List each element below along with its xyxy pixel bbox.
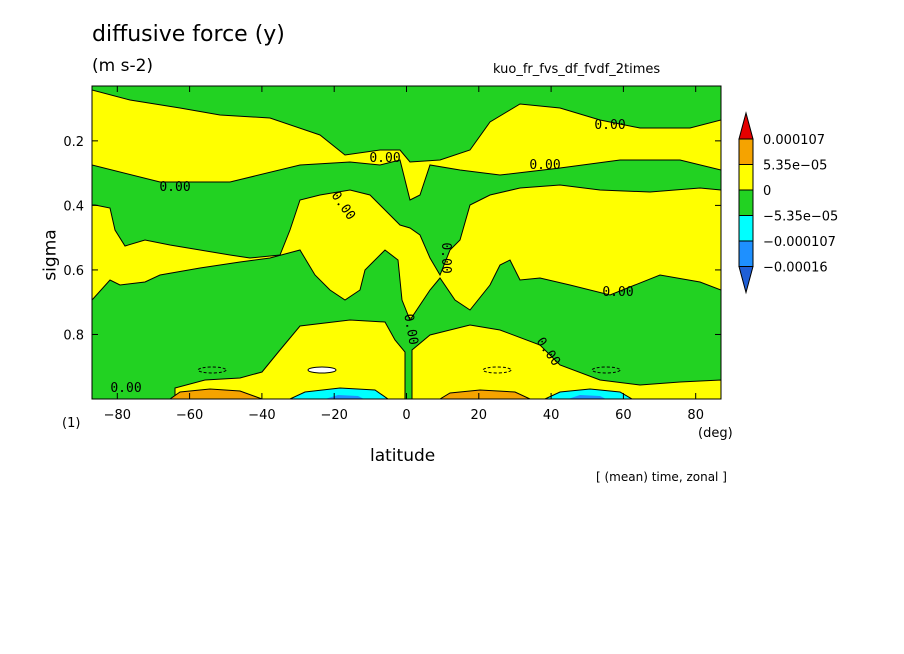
region-negative-lower <box>92 249 721 399</box>
colorbar-label: 0.000107 <box>763 133 825 148</box>
colorbar-label: −5.35e−05 <box>763 210 838 225</box>
x-tick-label: −60 <box>176 408 203 423</box>
y-tick-label: 0.4 <box>63 199 84 214</box>
colorbar-swatch <box>738 215 754 242</box>
colorbar-swatch <box>738 111 754 140</box>
chart-units: (m s-2) <box>92 56 154 76</box>
colorbar-swatch <box>738 240 754 267</box>
eddy-nh <box>482 366 512 374</box>
y-tick-label: 0.6 <box>63 264 84 279</box>
region-negative-middle <box>92 159 721 277</box>
region-high-positive-nh <box>439 389 531 399</box>
y-tick-label: 0.2 <box>63 135 84 150</box>
eddy-eq <box>307 366 337 374</box>
contour-label: 0.00 <box>110 381 141 396</box>
region-lowest-negative-sh <box>325 395 364 399</box>
x-axis-unit: (deg) <box>698 426 733 441</box>
contour-label: 0.00 <box>529 158 560 173</box>
colorbar-swatch <box>738 266 754 295</box>
y-axis-unit: (1) <box>62 416 81 431</box>
eddy-nh2 <box>591 366 621 374</box>
colorbar-label: 0 <box>763 184 771 199</box>
region-lowest-negative-nh <box>568 395 606 399</box>
run-name: kuo_fr_fvs_df_fvdf_2times <box>493 62 661 77</box>
x-tick-label: 80 <box>687 408 704 423</box>
region-high-positive-sh <box>169 388 263 399</box>
x-tick-label: 0 <box>402 408 410 423</box>
x-tick-label: 60 <box>615 408 632 423</box>
colorbar-label: 5.35e−05 <box>763 159 827 174</box>
colorbar-swatch <box>738 189 754 216</box>
y-tick-label: 0.8 <box>63 328 84 343</box>
contour-label: 0.00 <box>159 180 190 195</box>
region-low-negative-nh <box>544 388 633 399</box>
contour-label: 0.00 <box>369 151 400 166</box>
region-positive-lower-left <box>174 319 406 399</box>
contour-label: 0.00 <box>400 313 420 346</box>
colorbar-label: −0.00016 <box>763 261 828 276</box>
chart-title: diffusive force (y) <box>92 22 285 47</box>
region-negative-upper <box>92 86 721 163</box>
colorbar-swatch <box>738 164 754 191</box>
x-tick-label: 40 <box>543 408 560 423</box>
contour-label: 0.00 <box>594 118 625 133</box>
x-tick-label: −80 <box>104 408 131 423</box>
x-tick-label: −40 <box>248 408 275 423</box>
x-tick-label: 20 <box>471 408 488 423</box>
x-tick-label: −20 <box>320 408 347 423</box>
colorbar-label: −0.000107 <box>763 235 836 250</box>
region-low-negative-sh <box>289 387 389 399</box>
region-positive-lower-right <box>411 324 721 399</box>
contour-label: 0.00 <box>438 242 453 273</box>
contour-label: 0.00 <box>602 285 633 300</box>
eddy-sh <box>197 366 227 374</box>
x-axis-label: latitude <box>370 446 436 466</box>
colorbar-swatch <box>738 138 754 165</box>
averaging-note: [ (mean) time, zonal ] <box>596 470 727 484</box>
